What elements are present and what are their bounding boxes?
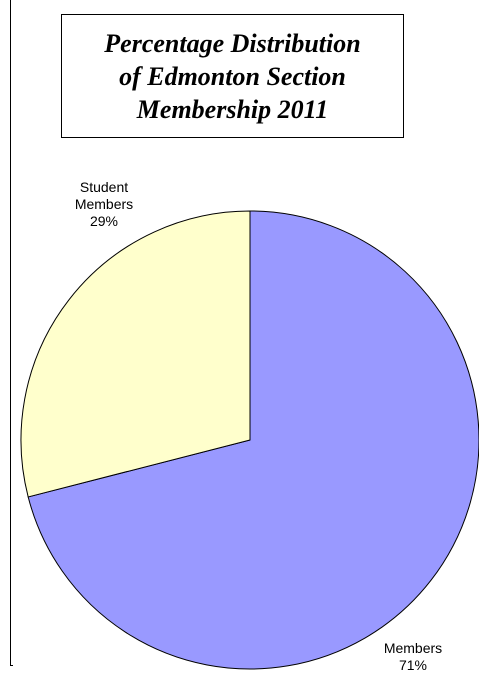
pie-labels: Members 71%Student Members 29%: [75, 179, 442, 673]
pie-label-0-line-1: 71%: [399, 657, 427, 673]
pie-label-1: Student Members 29%: [75, 179, 133, 229]
frame-bottom-border: [10, 665, 13, 666]
pie-label-1-line-1: Members: [75, 196, 133, 212]
chart-title-line-3: Membership 2011: [136, 94, 329, 124]
chart-title-box: Percentage Distribution of Edmonton Sect…: [61, 14, 404, 138]
chart-title-line-1: Percentage Distribution: [104, 28, 361, 58]
pie-label-1-line-0: Student: [80, 179, 128, 195]
pie-label-0: Members 71%: [384, 640, 442, 673]
pie-slice-1: [20, 210, 251, 498]
pie-slices: [20, 210, 479, 670]
chart-title-line-2: of Edmonton Section: [119, 61, 346, 91]
pie-slice-0: [27, 210, 479, 670]
pie-label-0-line-0: Members: [384, 640, 442, 656]
pie-label-1-line-2: 29%: [90, 213, 118, 229]
frame-left-border: [10, 0, 11, 665]
